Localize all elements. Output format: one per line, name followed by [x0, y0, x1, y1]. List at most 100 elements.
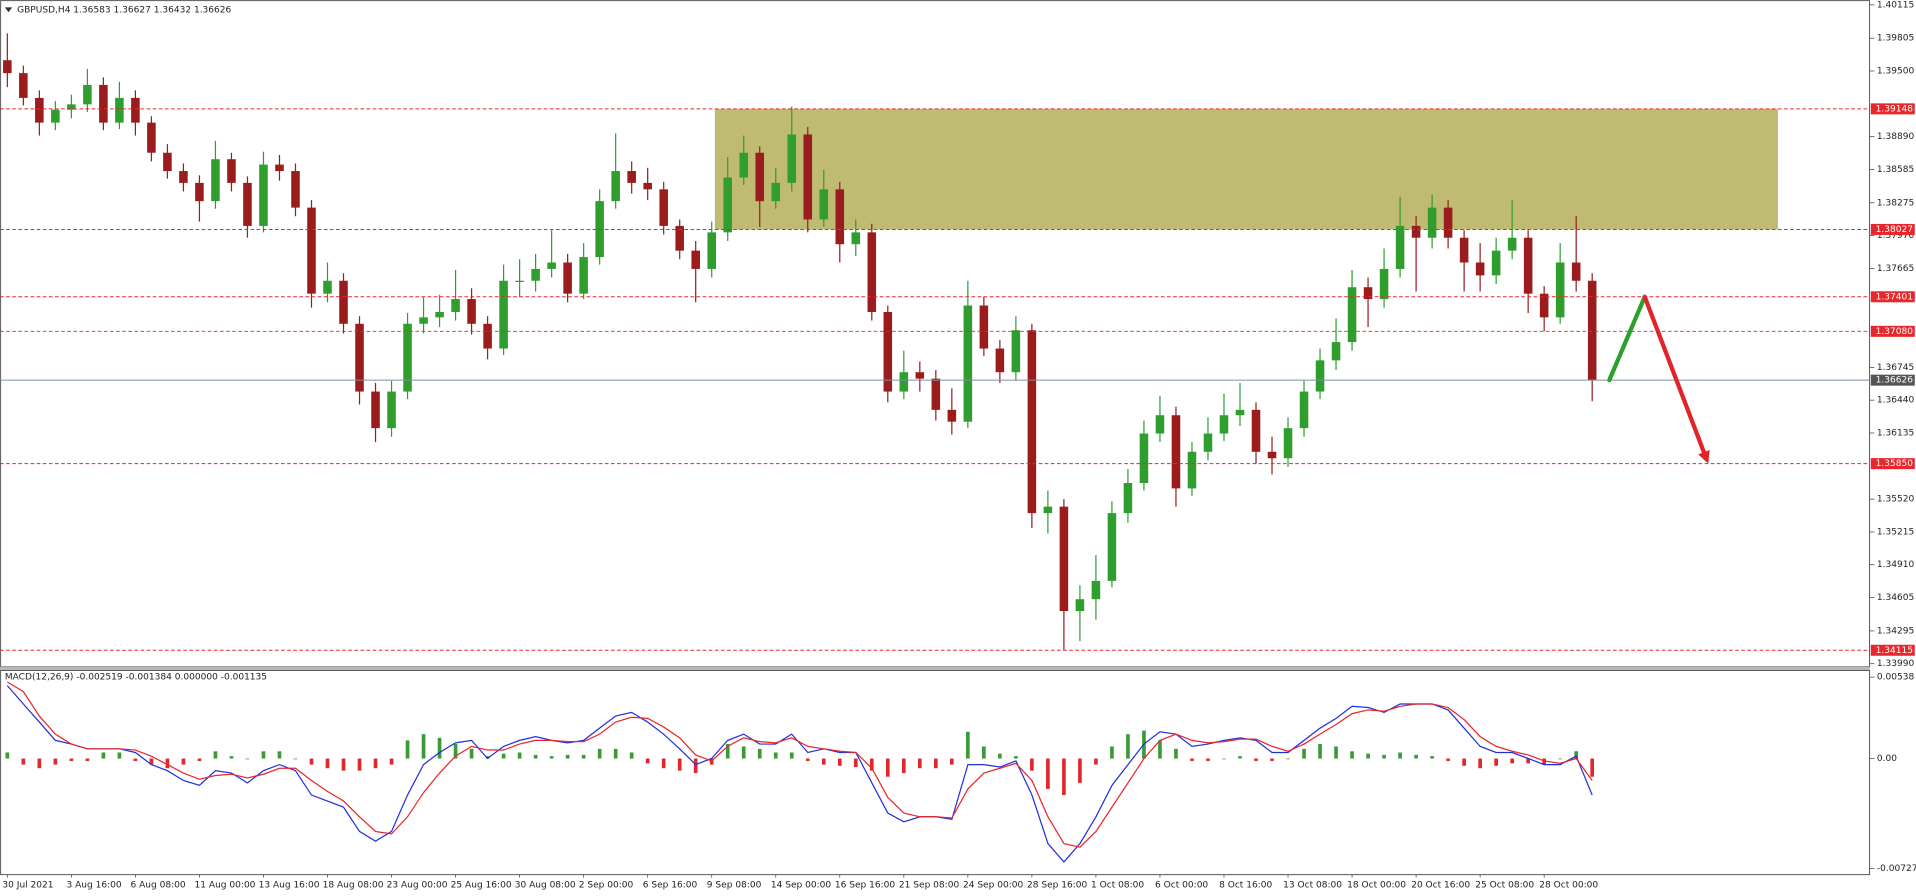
- candle-body: [19, 73, 28, 98]
- histogram-bar: [581, 754, 586, 759]
- y-tick-label: 1.38275: [1877, 198, 1914, 208]
- histogram-bar: [1014, 756, 1018, 759]
- x-tick-label: 1 Oct 08:00: [1091, 880, 1144, 890]
- candle-body: [1395, 225, 1405, 269]
- histogram-bar: [341, 758, 346, 771]
- histogram-bar: [117, 752, 122, 759]
- candle-body: [1075, 599, 1085, 612]
- histogram-bar: [789, 752, 794, 759]
- y-tick-label: 0.00: [1877, 754, 1897, 764]
- candle-body: [499, 280, 508, 349]
- histogram-bar: [885, 758, 890, 777]
- y-tick-label: 1.36440: [1877, 396, 1915, 406]
- histogram-bar: [805, 758, 810, 761]
- candle-body: [483, 323, 492, 349]
- histogram-bar: [677, 758, 682, 771]
- histogram-bar: [966, 731, 970, 759]
- candle-body: [1571, 262, 1581, 281]
- current-price-label: 1.36626: [1876, 376, 1914, 386]
- x-tick-label: 25 Oct 08:00: [1475, 880, 1534, 890]
- candle-body: [275, 164, 284, 172]
- candle-body: [35, 97, 44, 123]
- candle-body: [723, 177, 732, 233]
- candle-body: [1379, 268, 1389, 300]
- candle-body: [1539, 293, 1549, 318]
- candle-body: [227, 159, 236, 183]
- candle-body: [1507, 237, 1517, 251]
- histogram-bar: [293, 758, 298, 760]
- histogram-bar: [309, 758, 314, 765]
- histogram-bar: [998, 753, 1002, 759]
- candle-body: [1315, 360, 1325, 392]
- histogram-bar: [597, 748, 602, 759]
- level-label: 1.35850: [1876, 459, 1914, 469]
- candle-body: [755, 152, 765, 202]
- histogram-bar: [1350, 751, 1354, 759]
- candle-body: [323, 280, 332, 294]
- histogram-bar: [1542, 758, 1546, 765]
- histogram-bar: [37, 758, 42, 769]
- candle-body: [1299, 391, 1309, 429]
- histogram-bar: [133, 758, 138, 761]
- histogram-bar: [1414, 754, 1418, 759]
- candle-body: [1251, 409, 1261, 452]
- x-tick-label: 30 Aug 08:00: [515, 880, 576, 890]
- level-label: 1.37080: [1876, 327, 1914, 337]
- candle-body: [387, 391, 396, 429]
- histogram-bar: [741, 746, 746, 759]
- candle-body: [163, 152, 172, 172]
- histogram-bar: [773, 752, 778, 759]
- y-tick-label: 1.35215: [1877, 527, 1914, 537]
- x-tick-label: 18 Aug 08:00: [323, 880, 384, 890]
- histogram-bar: [245, 758, 250, 760]
- candle-body: [307, 207, 316, 294]
- candle-body: [1491, 250, 1501, 276]
- symbol-menu-icon[interactable]: [4, 7, 13, 13]
- candle-body: [947, 409, 957, 422]
- y-tick-label: 1.34605: [1877, 593, 1914, 603]
- level-label-bg: [1870, 103, 1915, 115]
- current-price-label-bg: [1870, 374, 1915, 386]
- histogram-bar: [5, 752, 10, 759]
- level-label-bg: [1870, 291, 1915, 303]
- histogram-bar: [725, 744, 730, 759]
- x-tick-label: 3 Aug 16:00: [66, 880, 121, 890]
- candle-body: [771, 182, 781, 202]
- candle-body: [1235, 409, 1245, 416]
- candle-body: [1171, 415, 1181, 489]
- histogram-bar: [821, 758, 826, 765]
- histogram-bar: [901, 758, 906, 774]
- y-tick-label: 1.35520: [1877, 495, 1915, 505]
- histogram-bar: [1174, 748, 1178, 759]
- candle-body: [1219, 415, 1229, 434]
- histogram-bar: [1254, 758, 1258, 761]
- level-label-bg: [1870, 644, 1915, 656]
- histogram-bar: [549, 756, 554, 759]
- histogram-bar: [357, 758, 362, 771]
- candle-body: [867, 232, 877, 312]
- histogram-bar: [421, 734, 426, 759]
- histogram-bar: [1078, 758, 1082, 783]
- histogram-bar: [453, 744, 458, 759]
- histogram-bar: [1558, 758, 1563, 760]
- histogram-bar: [565, 754, 570, 759]
- histogram-bar: [1382, 754, 1386, 759]
- candle-body: [1059, 506, 1069, 612]
- histogram-bar: [389, 758, 394, 765]
- candle-body: [691, 250, 700, 269]
- candle-body: [259, 164, 268, 226]
- histogram-bar: [1510, 758, 1514, 764]
- histogram-bar: [165, 758, 170, 769]
- resistance-zone: [714, 108, 1778, 230]
- histogram-bar: [1494, 758, 1498, 766]
- candle-body: [563, 262, 572, 294]
- x-tick-label: 28 Oct 00:00: [1539, 880, 1598, 890]
- histogram-bar: [1462, 758, 1466, 766]
- histogram-bar: [277, 751, 282, 759]
- histogram-bar: [1302, 748, 1306, 759]
- histogram-bar: [149, 758, 154, 765]
- histogram-bar: [437, 737, 442, 759]
- candle-body: [1187, 451, 1197, 489]
- candle-body: [835, 189, 845, 245]
- histogram-bar: [1478, 758, 1482, 769]
